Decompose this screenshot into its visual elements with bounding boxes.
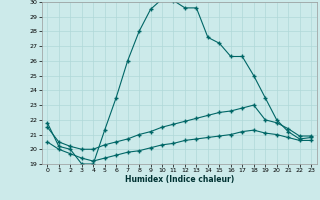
X-axis label: Humidex (Indice chaleur): Humidex (Indice chaleur) [124, 175, 234, 184]
